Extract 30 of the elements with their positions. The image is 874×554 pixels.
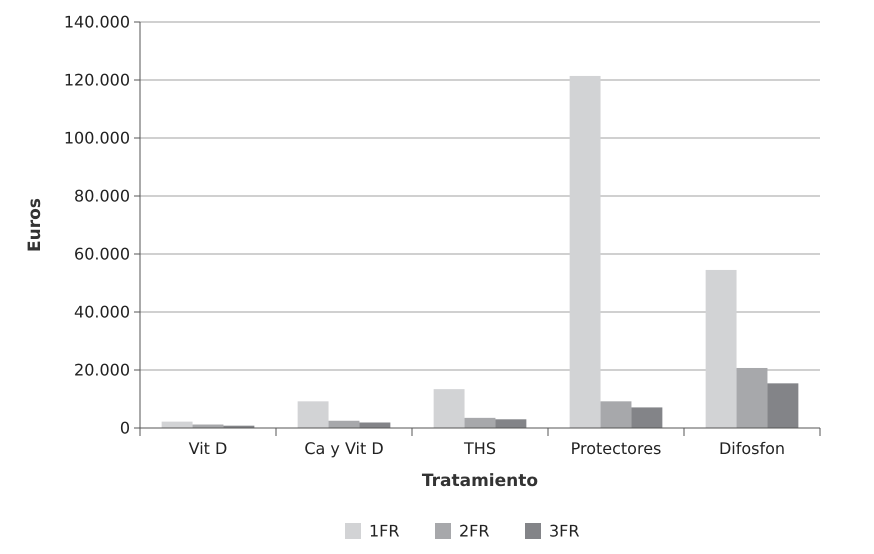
x-axis-title: Tratamiento — [422, 471, 538, 491]
bar — [464, 418, 496, 428]
y-tick-label: 20.000 — [74, 360, 130, 380]
y-tick-label: 100.000 — [64, 128, 130, 148]
x-tick-label: Ca y Vit D — [304, 439, 384, 458]
legend-label: 3FR — [549, 522, 580, 541]
bar — [328, 420, 360, 428]
y-tick-label: 140.000 — [64, 12, 130, 32]
bar — [162, 422, 193, 428]
legend-label: 2FR — [459, 522, 490, 541]
x-tick-label: THS — [463, 439, 496, 458]
x-tick-label: Vit D — [188, 439, 228, 458]
y-tick-label: 80.000 — [74, 186, 130, 206]
y-tick-label: 0 — [120, 418, 130, 438]
bar — [434, 389, 465, 428]
y-tick-label: 120.000 — [64, 70, 130, 90]
bar — [706, 270, 737, 428]
x-tick-label: Difosfon — [718, 439, 786, 458]
y-axis-title: Euros — [25, 198, 45, 252]
legend-label: 1FR — [369, 522, 400, 541]
bar — [570, 76, 601, 428]
y-tick-label: 40.000 — [74, 302, 130, 322]
bar — [631, 407, 662, 428]
bar — [298, 401, 329, 428]
bar — [767, 383, 798, 428]
x-tick-label: Protectores — [570, 439, 662, 458]
bar — [359, 422, 390, 428]
y-tick-label: 60.000 — [74, 244, 130, 264]
bar — [600, 401, 632, 428]
bar — [495, 419, 526, 428]
